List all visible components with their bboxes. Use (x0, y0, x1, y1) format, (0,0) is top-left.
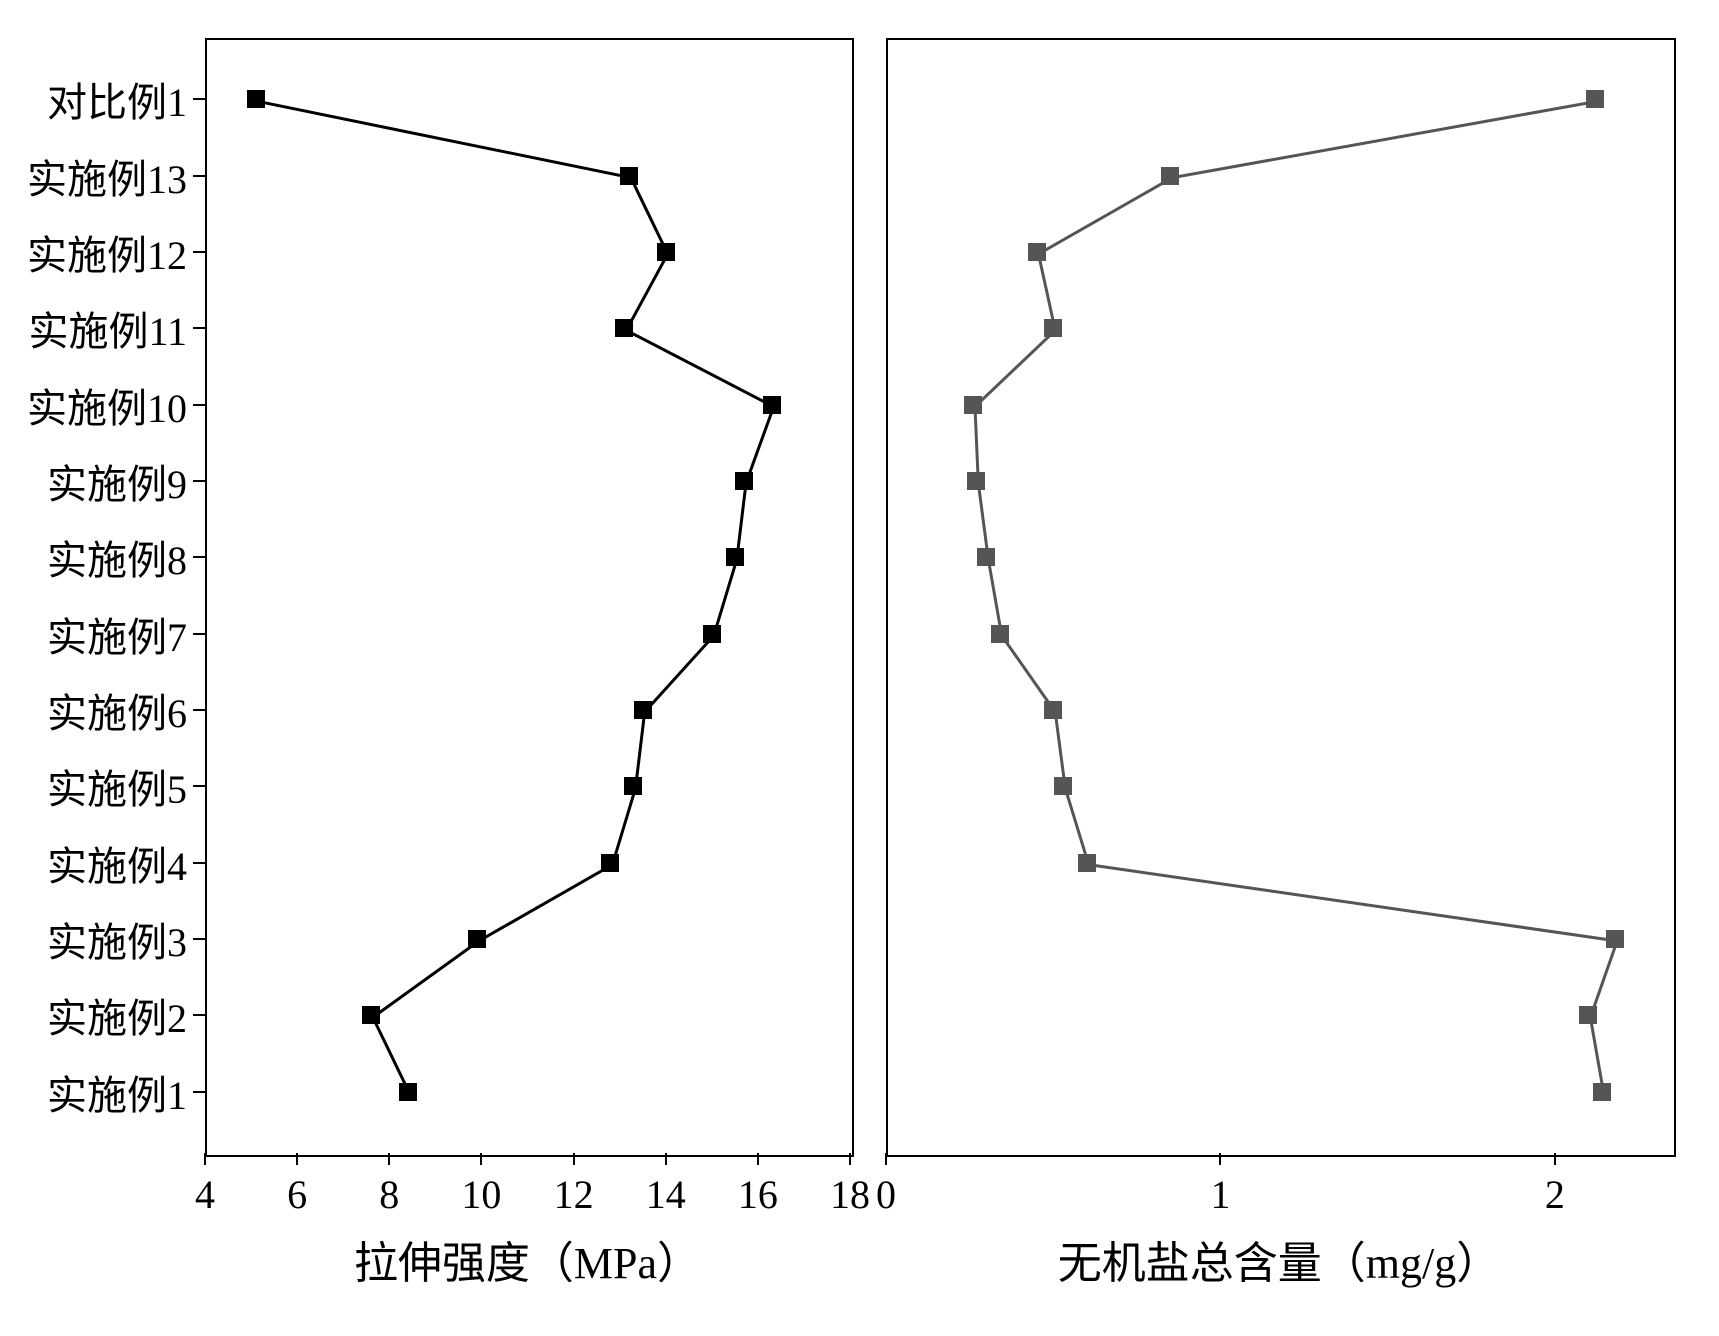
data-marker (601, 854, 619, 872)
y-tick (193, 938, 205, 940)
data-marker (634, 701, 652, 719)
x-axis-tick-label: 6 (287, 1171, 307, 1218)
x-axis-tick-label: 0 (876, 1171, 896, 1218)
y-tick (193, 709, 205, 711)
y-tick (193, 785, 205, 787)
x-tick (1554, 1153, 1556, 1165)
data-marker (1579, 1006, 1597, 1024)
y-axis-label: 实施例2 (47, 986, 187, 1044)
data-marker (624, 777, 642, 795)
y-axis-label: 实施例10 (27, 376, 187, 434)
figure-root: 拉伸强度（MPa） 无机盐总含量（mg/g） 实施例1 实施例2 实施例3 实施例4 实… (0, 0, 1719, 1336)
data-marker (615, 319, 633, 337)
y-axis-label: 实施例6 (47, 681, 187, 739)
y-axis-label: 实施例9 (47, 452, 187, 510)
x-tick (1219, 1153, 1221, 1165)
data-marker (977, 548, 995, 566)
data-marker (964, 396, 982, 414)
data-marker (991, 625, 1009, 643)
y-axis-label: 实施例5 (47, 757, 187, 815)
x-axis-title-right: 无机盐总含量（mg/g） (1058, 1227, 1500, 1291)
x-tick (204, 1153, 206, 1165)
data-marker (468, 930, 486, 948)
y-axis-label: 实施例12 (27, 223, 187, 281)
data-marker (726, 548, 744, 566)
x-axis-tick-label: 18 (830, 1171, 870, 1218)
data-marker (967, 472, 985, 490)
line-left (207, 40, 852, 1155)
x-axis-title-left: 拉伸强度（MPa） (354, 1227, 701, 1291)
data-marker (1593, 1083, 1611, 1101)
y-tick (193, 556, 205, 558)
y-tick (193, 480, 205, 482)
data-marker (1044, 319, 1062, 337)
y-tick (193, 251, 205, 253)
y-axis-label: 实施例3 (47, 910, 187, 968)
y-tick (193, 327, 205, 329)
x-tick (665, 1153, 667, 1165)
x-axis-tick-label: 10 (461, 1171, 501, 1218)
data-marker (703, 625, 721, 643)
y-tick (193, 98, 205, 100)
panel-salt-content (886, 38, 1676, 1157)
data-marker (247, 90, 265, 108)
x-axis-tick-label: 2 (1545, 1171, 1565, 1218)
y-axis-label: 实施例13 (27, 147, 187, 205)
line-right (888, 40, 1674, 1155)
y-axis-label: 实施例4 (47, 834, 187, 892)
data-marker (735, 472, 753, 490)
x-axis-tick-label: 1 (1210, 1171, 1230, 1218)
y-axis-label: 实施例7 (47, 605, 187, 663)
y-tick (193, 862, 205, 864)
x-axis-tick-label: 14 (646, 1171, 686, 1218)
x-axis-tick-label: 16 (738, 1171, 778, 1218)
data-marker (620, 167, 638, 185)
x-tick (849, 1153, 851, 1165)
y-tick (193, 175, 205, 177)
x-tick (573, 1153, 575, 1165)
y-axis-label: 实施例1 (47, 1063, 187, 1121)
y-tick (193, 1014, 205, 1016)
y-tick (193, 1091, 205, 1093)
data-marker (1078, 854, 1096, 872)
x-tick (480, 1153, 482, 1165)
y-axis-label: 实施例8 (47, 528, 187, 586)
panel-tensile-strength (205, 38, 854, 1157)
data-marker (399, 1083, 417, 1101)
data-marker (657, 243, 675, 261)
y-axis-label: 实施例11 (28, 299, 187, 357)
x-tick (885, 1153, 887, 1165)
data-marker (1028, 243, 1046, 261)
data-marker (362, 1006, 380, 1024)
y-axis-label: 对比例1 (47, 70, 187, 128)
x-tick (296, 1153, 298, 1165)
data-marker (1606, 930, 1624, 948)
y-tick (193, 633, 205, 635)
x-axis-tick-label: 12 (554, 1171, 594, 1218)
data-marker (1044, 701, 1062, 719)
data-marker (1054, 777, 1072, 795)
y-tick (193, 404, 205, 406)
x-axis-tick-label: 8 (379, 1171, 399, 1218)
x-axis-tick-label: 4 (195, 1171, 215, 1218)
data-marker (1161, 167, 1179, 185)
data-marker (763, 396, 781, 414)
x-tick (388, 1153, 390, 1165)
x-tick (757, 1153, 759, 1165)
data-marker (1586, 90, 1604, 108)
